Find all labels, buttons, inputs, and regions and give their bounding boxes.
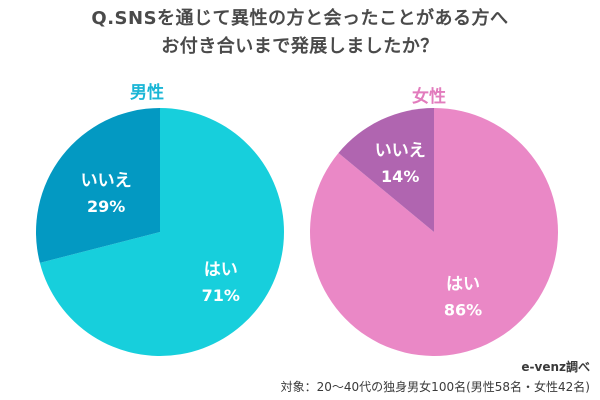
chart-title-line2: お付き合いまで発展しましたか？: [161, 36, 439, 57]
female-slice-yes-value: 86%: [444, 301, 482, 320]
female-slice-no-label: いいえ: [375, 141, 426, 161]
male-slice-no-label: いいえ: [81, 171, 132, 191]
female-slice-yes: [309, 108, 558, 356]
male-slice-yes: [39, 108, 284, 356]
male-chart-title: 男性: [130, 83, 164, 103]
source-credit: e-venz調べ: [521, 360, 590, 374]
female-slice-no: [338, 108, 434, 232]
chart-title-line1: Q.SNSを通じて異性の方と会ったことがある方へ: [91, 8, 509, 29]
female-slice-no-value: 14%: [381, 167, 419, 186]
survey-note: 対象：20〜40代の独身男女100名(男性58名・女性42名): [280, 380, 590, 394]
male-slice-no-value: 29%: [87, 197, 125, 216]
female-slice-yes-label: はい: [446, 275, 480, 295]
male-slice-no: [35, 108, 160, 263]
male-slice-yes-value: 71%: [202, 286, 240, 305]
male-slice-yes-label: はい: [204, 260, 238, 280]
female-chart-title: 女性: [412, 87, 446, 107]
